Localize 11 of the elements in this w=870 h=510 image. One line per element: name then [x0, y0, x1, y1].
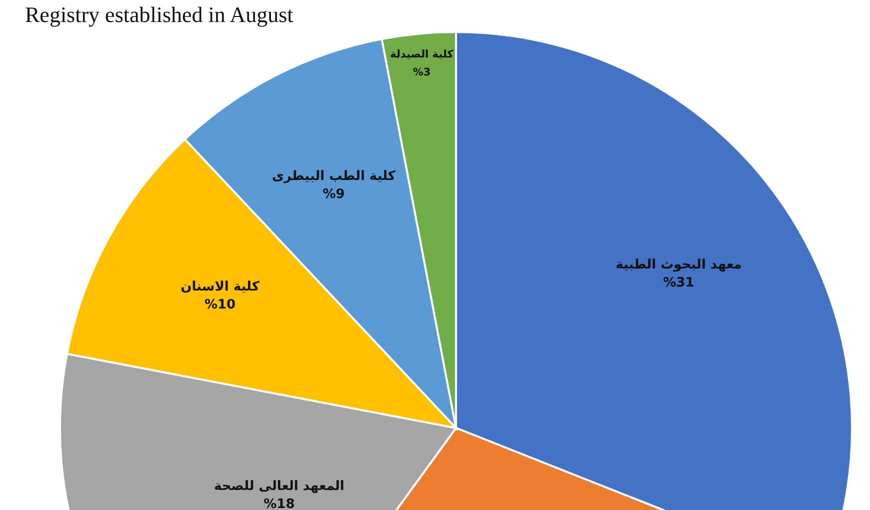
slice-label: معهد البحوث الطبية: [616, 258, 742, 273]
slice-label: كلية الطب البيطرى: [272, 169, 396, 184]
data-label: %31: [663, 276, 694, 291]
chart-title: Registry established in August: [25, 2, 294, 27]
data-label: %18: [264, 497, 295, 510]
data-label: %10: [204, 297, 236, 312]
slice-label: كلية الاسنان: [180, 279, 260, 294]
data-label: %9: [322, 187, 345, 202]
data-label: %3: [412, 66, 431, 78]
slice-label: المعهد العالى للصحة: [214, 479, 344, 494]
slice-label: كلية الصيدلة: [390, 48, 454, 60]
